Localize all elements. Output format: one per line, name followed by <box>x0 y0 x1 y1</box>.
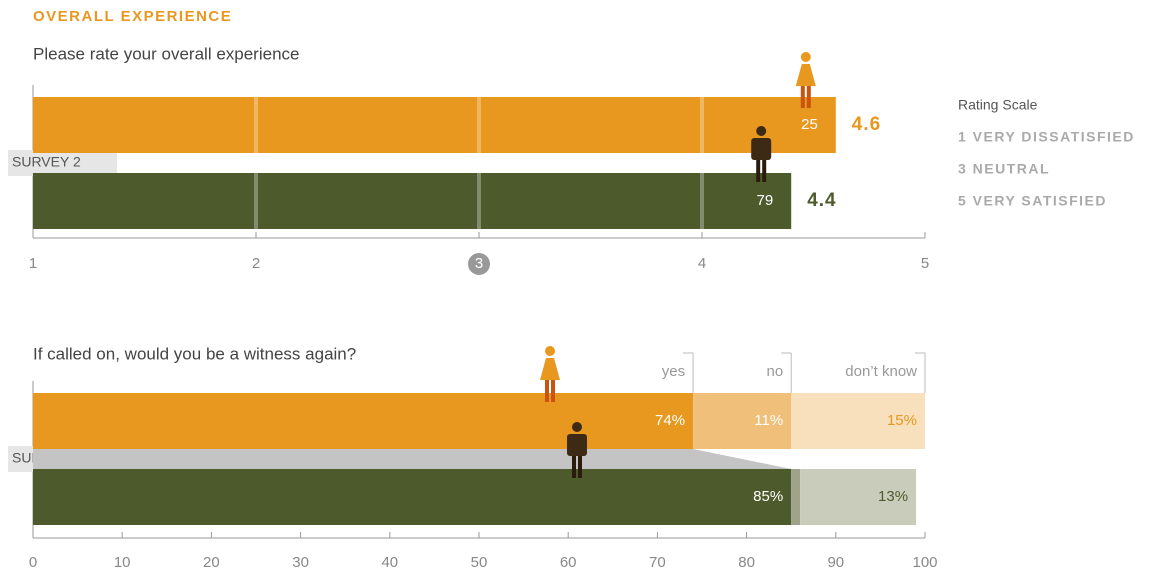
value-label: 13% <box>878 488 908 505</box>
tick-highlight <box>468 253 490 275</box>
chart-title: Please rate your overall experience <box>33 44 299 63</box>
bar-segment <box>33 393 694 449</box>
bar <box>33 97 836 153</box>
person-leg <box>762 160 767 182</box>
x-tick-label: 3 <box>475 255 483 272</box>
legend-item: 1 VERY DISSATISFIED <box>958 129 1135 145</box>
x-tick-label: 90 <box>827 554 844 569</box>
value-label: 11% <box>754 412 783 429</box>
bar-segment <box>693 393 792 449</box>
x-tick-label: 2 <box>252 255 260 272</box>
series-name: no <box>767 363 784 380</box>
x-tick-label: 10 <box>114 554 131 569</box>
person-leg <box>806 86 811 108</box>
value-label: 15% <box>887 412 917 429</box>
person-icon <box>540 346 560 402</box>
chart-title: If called on, would you be a witness aga… <box>33 344 356 363</box>
person-leg <box>572 456 576 478</box>
person-head <box>572 422 582 432</box>
person-leg <box>756 160 761 182</box>
x-tick-label: 50 <box>471 554 488 569</box>
bar-segment <box>791 393 925 449</box>
x-tick-label: 60 <box>560 554 577 569</box>
person-leg <box>551 380 555 402</box>
x-tick-label: 80 <box>738 554 755 569</box>
person-leg <box>578 456 582 478</box>
person-leg <box>545 380 549 402</box>
x-tick-label: 1 <box>29 255 37 272</box>
count-label: 25 <box>801 116 818 133</box>
count-label: 79 <box>757 192 774 209</box>
person-body <box>751 138 772 160</box>
bar-segment <box>33 469 792 525</box>
person-icon <box>751 126 772 182</box>
value-label: 85% <box>753 488 783 505</box>
series-name: don’t know <box>845 363 917 380</box>
legend-item: 5 VERY SATISFIED <box>958 193 1107 209</box>
person-leg <box>800 86 805 108</box>
bar <box>33 173 792 229</box>
x-tick-label: 5 <box>921 255 929 272</box>
bar-segment <box>791 469 801 525</box>
legend-item: 3 NEUTRAL <box>958 161 1050 177</box>
series-name: yes <box>662 363 685 380</box>
person-body <box>540 358 560 380</box>
section-title: OVERALL EXPERIENCE <box>33 8 232 25</box>
x-tick-label: 40 <box>381 554 398 569</box>
category-label: SURVEY 2 <box>12 154 81 170</box>
person-head <box>545 346 555 356</box>
person-body <box>567 434 587 456</box>
x-tick-label: 4 <box>698 255 706 272</box>
person-head <box>756 126 767 136</box>
legend-title: Rating Scale <box>958 97 1038 113</box>
x-tick-label: 70 <box>649 554 666 569</box>
value-label: 4.4 <box>807 190 836 211</box>
x-tick-label: 20 <box>203 554 220 569</box>
person-head <box>800 52 811 62</box>
value-label: 4.6 <box>852 114 881 135</box>
person-icon <box>567 422 587 478</box>
person-icon <box>795 52 816 108</box>
x-tick-label: 100 <box>912 554 937 569</box>
person-body <box>795 64 816 86</box>
connector <box>33 449 792 469</box>
value-label: 74% <box>655 412 685 429</box>
category-box <box>8 150 117 176</box>
x-tick-label: 0 <box>29 554 37 569</box>
x-tick-label: 30 <box>292 554 309 569</box>
bar-segment <box>800 469 917 525</box>
